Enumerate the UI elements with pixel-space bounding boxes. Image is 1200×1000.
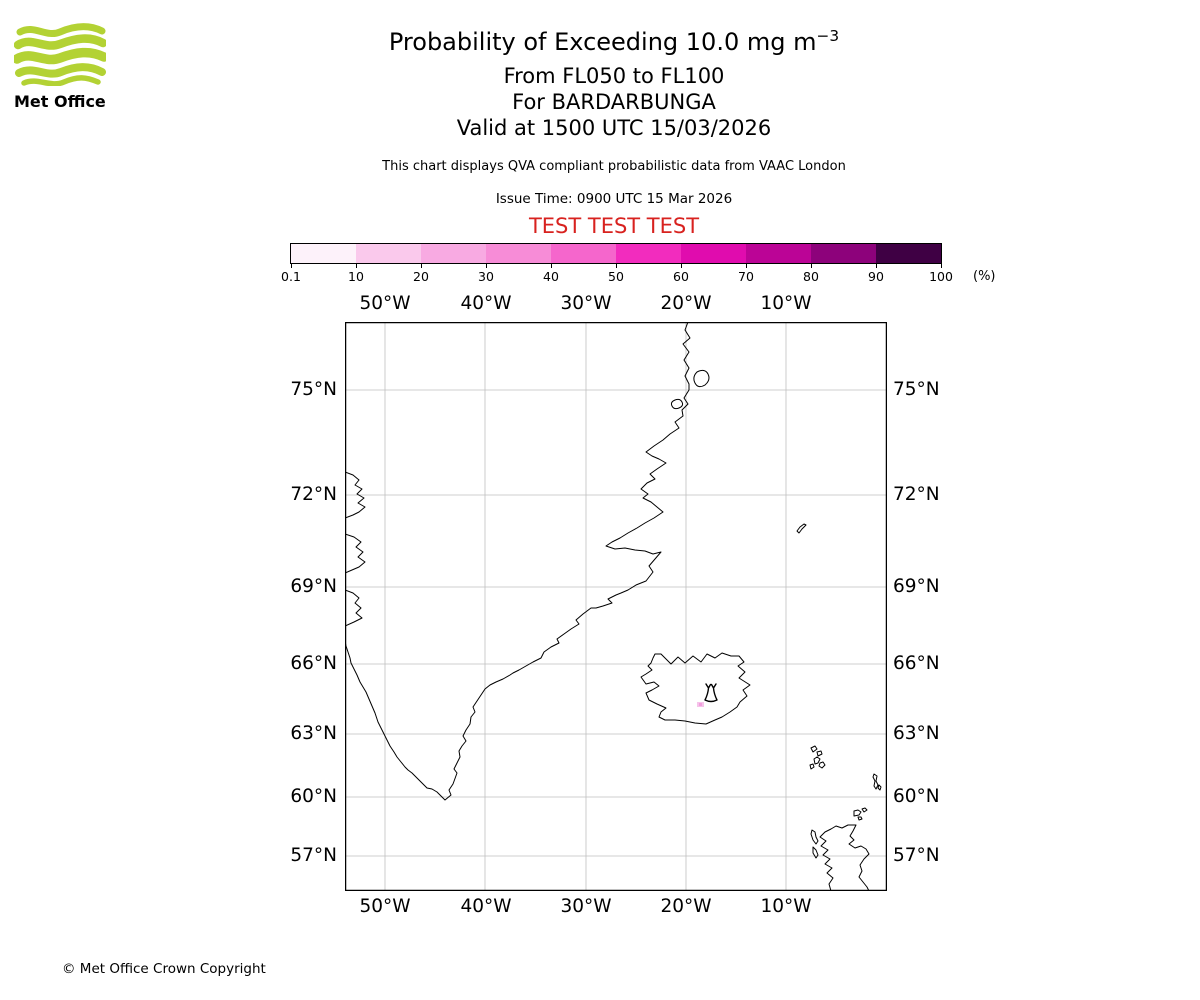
issue-time: Issue Time: 0900 UTC 15 Mar 2026 [495,191,733,207]
lat-label-left-69n: 69°N [290,576,337,597]
lat-label-right-63n: 63°N [893,723,940,744]
lon-label-top-50w: 50°W [359,293,411,314]
map-panel [345,322,887,891]
colorbar-tick-label: 60 [673,269,689,284]
colorbar-tick-label: 70 [738,269,754,284]
colorbar-tick-label: 80 [803,269,819,284]
lon-label-top-40w: 40°W [460,293,512,314]
colorbar-tick [486,264,487,268]
lat-label-right-60n: 60°N [893,786,940,807]
flight-level-range: From FL050 to FL100 [503,64,725,88]
probability-contour [697,702,704,707]
colorbar-ticks [290,264,942,269]
chart-header: Probability of Exceeding 10.0 mg m−3 Fro… [28,0,1200,240]
colorbar-segment [421,244,486,263]
colorbar-tick [876,264,877,268]
colorbar-tick-label: 20 [413,269,429,284]
colorbar-segment [811,244,876,263]
colorbar-tick-label: 50 [608,269,624,284]
test-banner: TEST TEST TEST [528,214,700,238]
map-background [345,322,887,891]
colorbar-tick [746,264,747,268]
lon-label-bottom-40w: 40°W [460,896,512,917]
colorbar-gradient [290,243,942,264]
latlon-gridlines [345,322,887,891]
map-frame [345,322,887,891]
colorbar-tick-label: 40 [543,269,559,284]
lon-label-bottom-50w: 50°W [359,896,411,917]
colorbar-tick-label: 0.1 [281,269,301,284]
lon-label-top-30w: 30°W [560,293,612,314]
volcano-icon [704,683,718,703]
lat-label-left-63n: 63°N [290,723,337,744]
faroe-islands [809,745,826,770]
colorbar-segment [681,244,746,263]
met-office-logo: Met Office [12,22,124,111]
colorbar-segment [876,244,941,263]
colorbar-tick [551,264,552,268]
lon-label-bottom-30w: 30°W [560,896,612,917]
map-canvas [345,322,887,891]
lon-label-bottom-10w: 10°W [760,896,812,917]
lat-label-right-66n: 66°N [893,653,940,674]
colorbar-tick-label: 10 [348,269,364,284]
colorbar-tick [356,264,357,268]
lat-label-left-57n: 57°N [290,845,337,866]
valid-time-line: Valid at 1500 UTC 15/03/2026 [456,116,772,140]
colorbar-segment [746,244,811,263]
lat-label-right-72n: 72°N [893,484,940,505]
colorbar-tick-label: 100 [929,269,953,284]
greenland-coastline [345,322,691,801]
colorbar-tick [681,264,682,268]
lat-label-left-60n: 60°N [290,786,337,807]
chart-title: Probability of Exceeding 10.0 mg m−3 [28,27,1200,56]
outer-hebrides [810,829,819,859]
lat-label-right-57n: 57°N [893,845,940,866]
lat-label-right-69n: 69°N [893,576,940,597]
colorbar-segment [486,244,551,263]
colorbar-tick [421,264,422,268]
chart-title-exponent: −3 [816,27,840,45]
colorbar-segment [291,244,356,263]
shetland-islands [872,773,882,791]
lat-label-left-66n: 66°N [290,653,337,674]
coastlines [345,322,882,891]
probability-colorbar: 0.1 10 20 30 40 50 60 70 80 90 100 (%) [281,243,1010,291]
met-office-logo-waves-icon [12,23,109,87]
colorbar-tick [811,264,812,268]
scotland-coastline [819,824,870,891]
lon-label-top-10w: 10°W [760,293,812,314]
greenland-offshore-islands [670,369,710,410]
copyright-notice: © Met Office Crown Copyright [62,961,266,977]
chart-title-text: Probability of Exceeding 10.0 mg m [388,28,817,56]
greenland-west-fjords [345,471,366,627]
lat-label-left-72n: 72°N [290,484,337,505]
lat-label-left-75n: 75°N [290,379,337,400]
colorbar-segment [551,244,616,263]
colorbar-segment [356,244,421,263]
iceland-coastline [640,652,751,725]
colorbar-tick-label: 90 [868,269,884,284]
colorbar-segment [616,244,681,263]
colorbar-unit-label: (%) [973,269,996,284]
volcano-name-line: For BARDARBUNGA [512,90,716,114]
lon-label-bottom-20w: 20°W [660,896,712,917]
lon-label-top-20w: 20°W [660,293,712,314]
jan-mayen-island [796,523,807,534]
colorbar-tick-labels: 0.1 10 20 30 40 50 60 70 80 90 100 [281,269,953,285]
colorbar-tick-label: 30 [478,269,494,284]
orkney-islands [853,807,868,821]
colorbar-tick [616,264,617,268]
qva-compliance-note: This chart displays QVA compliant probab… [382,159,846,174]
colorbar-tick [291,264,292,268]
colorbar-tick [941,264,942,268]
lat-label-right-75n: 75°N [893,379,940,400]
met-office-logo-text: Met Office [14,92,106,111]
